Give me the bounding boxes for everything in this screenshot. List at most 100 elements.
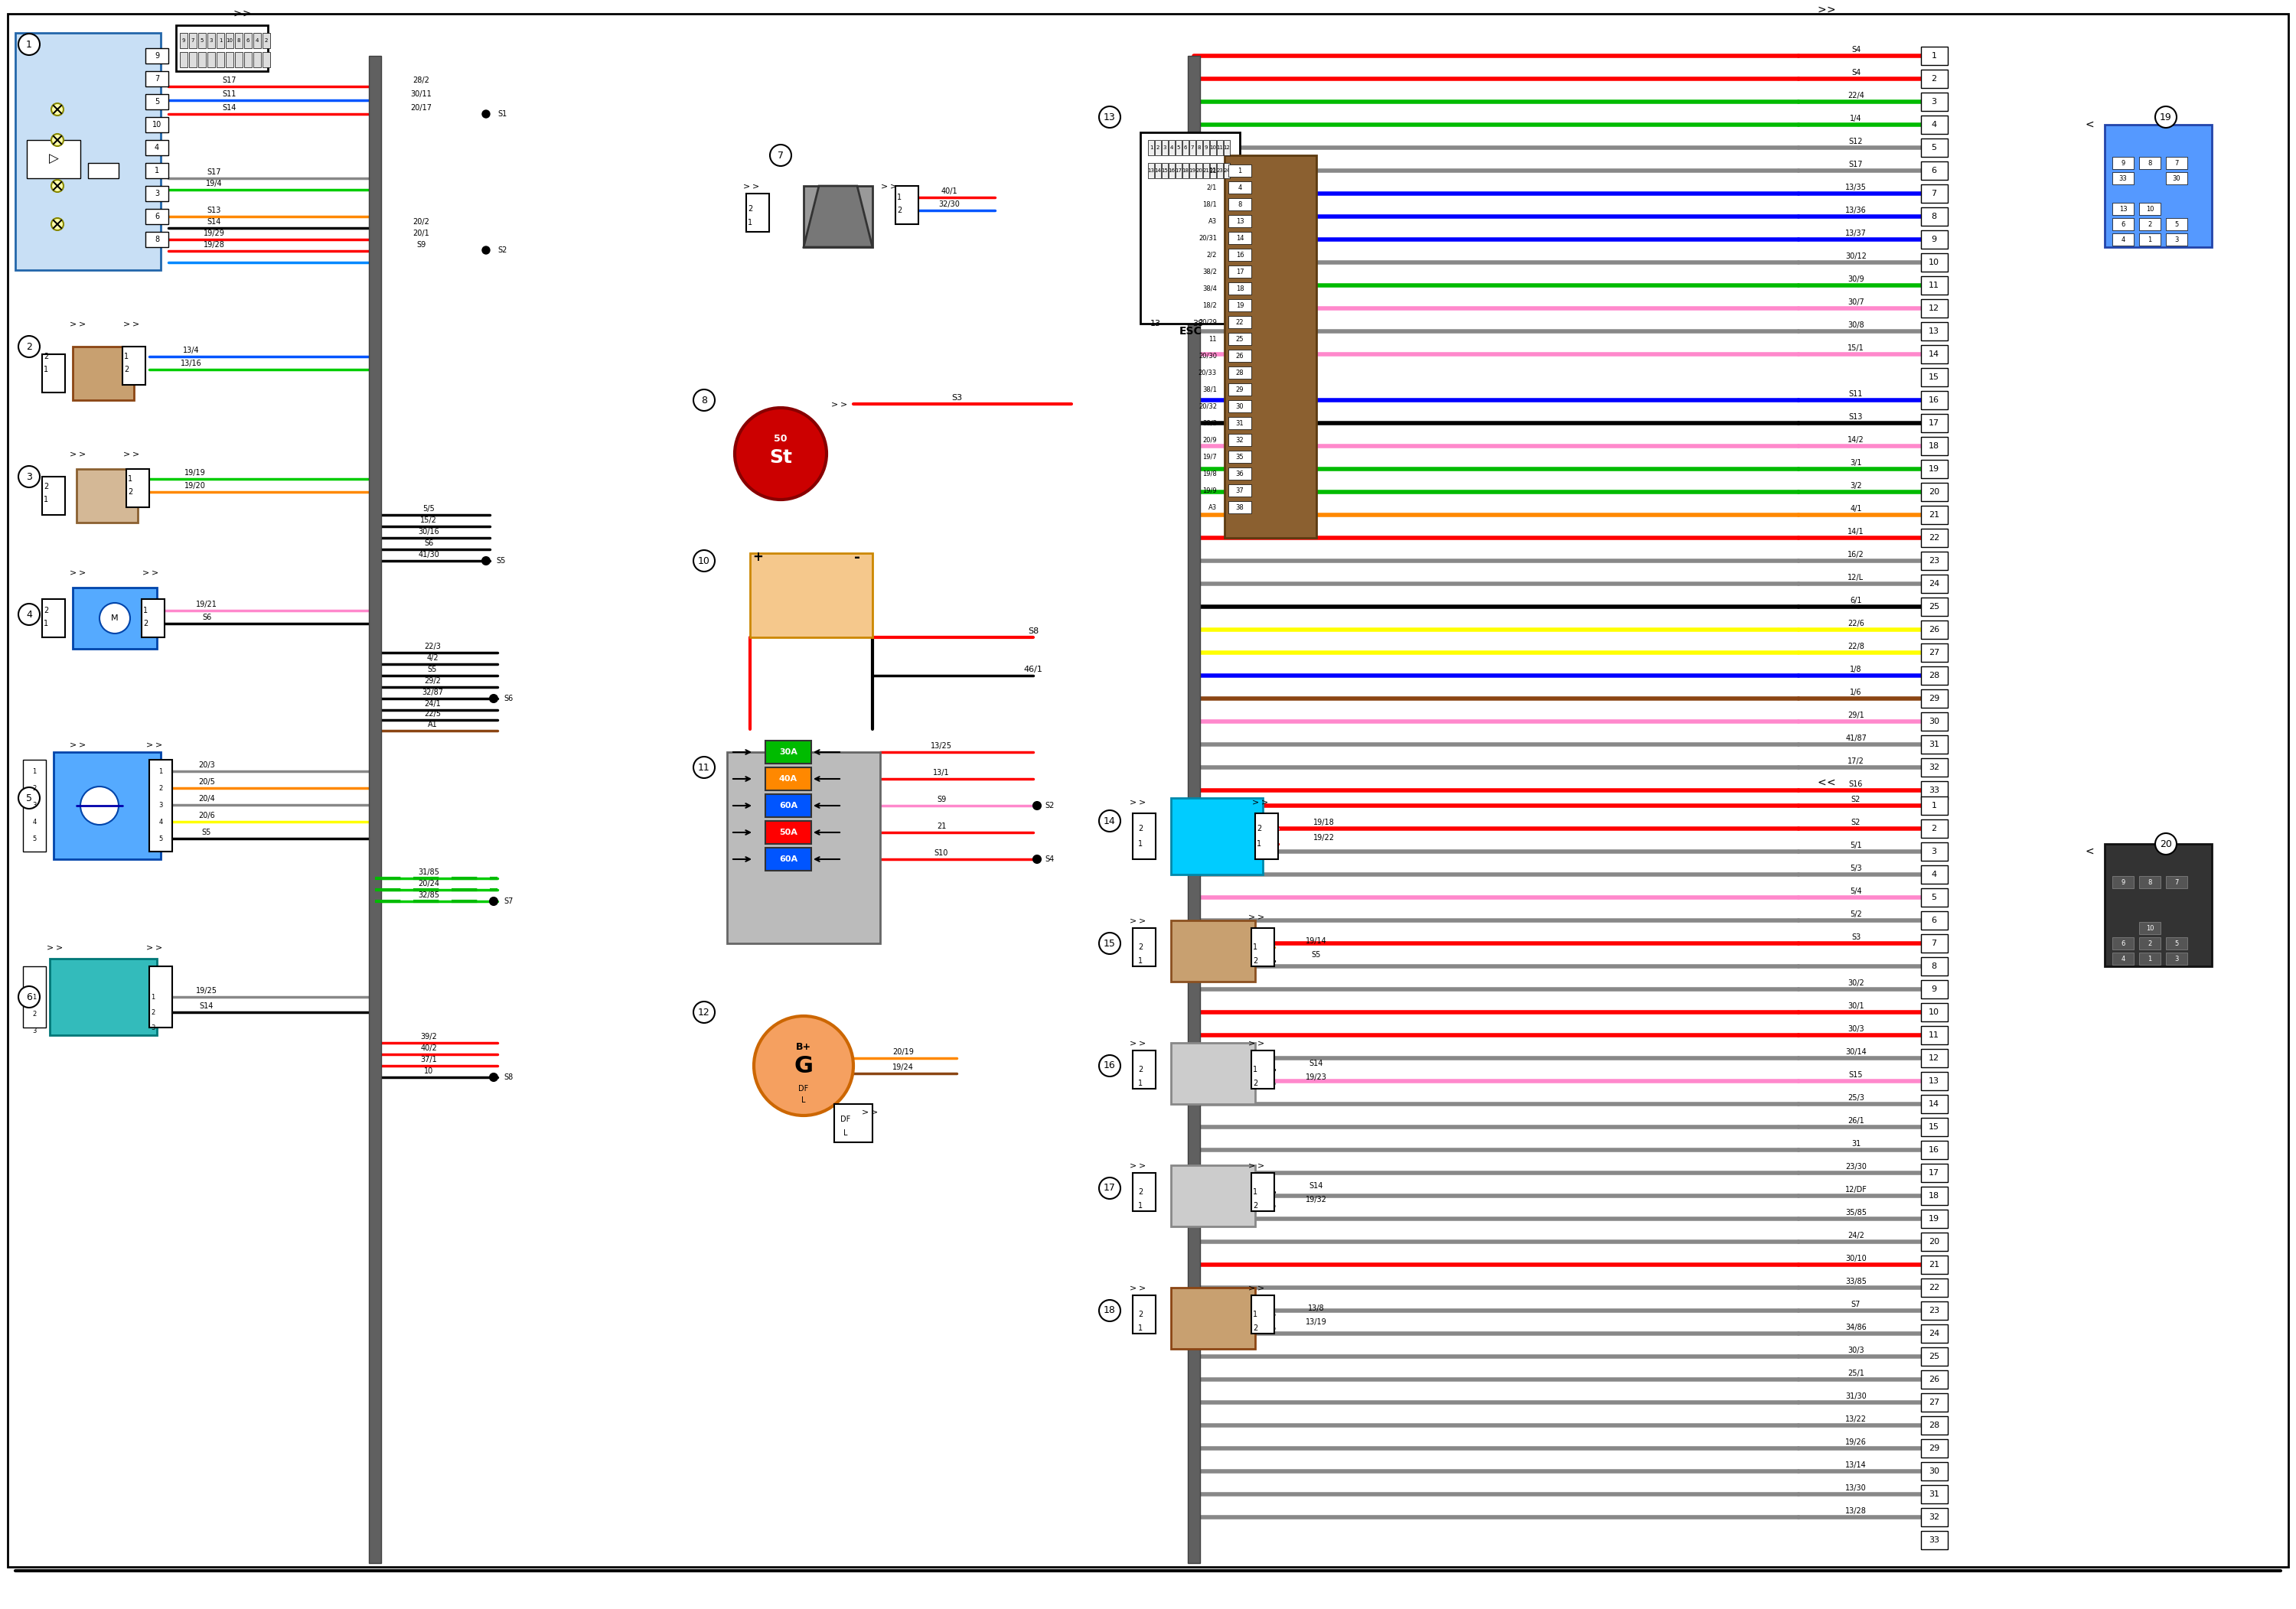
Text: 10: 10 (1929, 1009, 1940, 1015)
Text: 32/30: 32/30 (939, 201, 960, 208)
Text: 22: 22 (1235, 319, 1244, 325)
Bar (1228, 182, 1251, 193)
Bar (2165, 219, 2188, 230)
Text: S13: S13 (207, 206, 220, 214)
Text: 18: 18 (1929, 1192, 1940, 1200)
Bar (1922, 1371, 1947, 1389)
Bar (1922, 1530, 1947, 1549)
Bar (1922, 758, 1947, 777)
Text: S7: S7 (1851, 1300, 1860, 1308)
Bar (1228, 265, 1251, 278)
Text: >: > (1247, 912, 1256, 920)
Text: >: > (142, 568, 149, 576)
Bar (2140, 922, 2161, 935)
Bar (1251, 1295, 1274, 1334)
Bar (76, 468, 138, 523)
Text: 17/2: 17/2 (1848, 758, 1864, 766)
Bar (1228, 417, 1251, 430)
Text: 19/28: 19/28 (204, 241, 225, 249)
Text: S9: S9 (937, 796, 946, 803)
Text: 2: 2 (2147, 940, 2151, 946)
Bar (751, 553, 872, 637)
Bar (1922, 621, 1947, 639)
Text: 5/3: 5/3 (1851, 864, 1862, 872)
Bar (765, 795, 810, 817)
Text: 3: 3 (1931, 98, 1936, 106)
Text: >: > (1251, 798, 1258, 806)
Text: 25: 25 (1929, 1353, 1940, 1360)
Text: 2: 2 (124, 365, 129, 373)
Text: >: > (861, 1109, 868, 1115)
Text: 9: 9 (2122, 159, 2126, 166)
Bar (1922, 574, 1947, 594)
Text: 13/19: 13/19 (1306, 1318, 1327, 1326)
Bar (145, 93, 168, 109)
Text: 20/24: 20/24 (418, 880, 439, 888)
Text: 35: 35 (1235, 454, 1244, 460)
Bar (142, 599, 165, 637)
Text: 2: 2 (1254, 1324, 1258, 1332)
Text: 6/1: 6/1 (1851, 597, 1862, 605)
Bar (16, 32, 161, 270)
Bar (1228, 232, 1251, 245)
Text: S11: S11 (1848, 391, 1862, 397)
Text: 7: 7 (1192, 145, 1194, 150)
Text: 6: 6 (2122, 220, 2126, 227)
Bar (188, 51, 197, 68)
Text: 3: 3 (209, 39, 214, 43)
Bar (1210, 163, 1217, 179)
Bar (2140, 953, 2161, 965)
Bar (1132, 1173, 1155, 1212)
Text: 30: 30 (1929, 1467, 1940, 1475)
Text: 6: 6 (2122, 940, 2126, 946)
Bar (122, 346, 145, 385)
Text: 19/20: 19/20 (184, 483, 207, 489)
Bar (2140, 203, 2161, 216)
Text: 24: 24 (1929, 1329, 1940, 1337)
Text: 15: 15 (1162, 169, 1169, 172)
Bar (1922, 780, 1947, 800)
Text: 1: 1 (1150, 145, 1153, 150)
Text: 1: 1 (44, 496, 48, 504)
Text: S8: S8 (1029, 628, 1038, 636)
Bar (1922, 957, 1947, 975)
Text: 36: 36 (1235, 470, 1244, 476)
Text: 26: 26 (1235, 352, 1244, 359)
Text: 12: 12 (1224, 145, 1231, 150)
Text: B+: B+ (797, 1041, 810, 1052)
Bar (1228, 299, 1251, 312)
Bar (1922, 666, 1947, 685)
Text: 7: 7 (778, 150, 783, 161)
Text: 17: 17 (1235, 269, 1244, 275)
Text: S6: S6 (202, 613, 211, 621)
Text: 6: 6 (154, 212, 158, 220)
Text: 5/2: 5/2 (1851, 911, 1862, 919)
Bar (765, 821, 810, 843)
Bar (1171, 1165, 1256, 1226)
Bar (87, 163, 119, 179)
Bar (197, 32, 207, 48)
Text: 29: 29 (1929, 695, 1940, 703)
Text: 2: 2 (748, 204, 753, 212)
Text: 22/8: 22/8 (1848, 642, 1864, 650)
Bar (1922, 1393, 1947, 1411)
Text: 3: 3 (158, 801, 163, 808)
Text: >: > (1139, 1039, 1146, 1046)
Text: 19/29: 19/29 (204, 230, 225, 237)
Bar (1922, 1463, 1947, 1480)
Text: 3: 3 (1164, 145, 1166, 150)
Text: 22/3: 22/3 (425, 642, 441, 650)
Text: 4: 4 (255, 39, 259, 43)
Text: <: < (1825, 777, 1835, 788)
Circle shape (51, 103, 64, 116)
Text: S8: S8 (503, 1073, 512, 1081)
Bar (1922, 230, 1947, 249)
Text: 2: 2 (2147, 220, 2151, 227)
Text: 10: 10 (2147, 206, 2154, 212)
Text: 1: 1 (1256, 840, 1261, 848)
Text: 20: 20 (1196, 169, 1203, 172)
Text: 6: 6 (246, 39, 250, 43)
Circle shape (1100, 933, 1120, 954)
Text: 29/2: 29/2 (425, 677, 441, 685)
Bar (1228, 367, 1251, 378)
